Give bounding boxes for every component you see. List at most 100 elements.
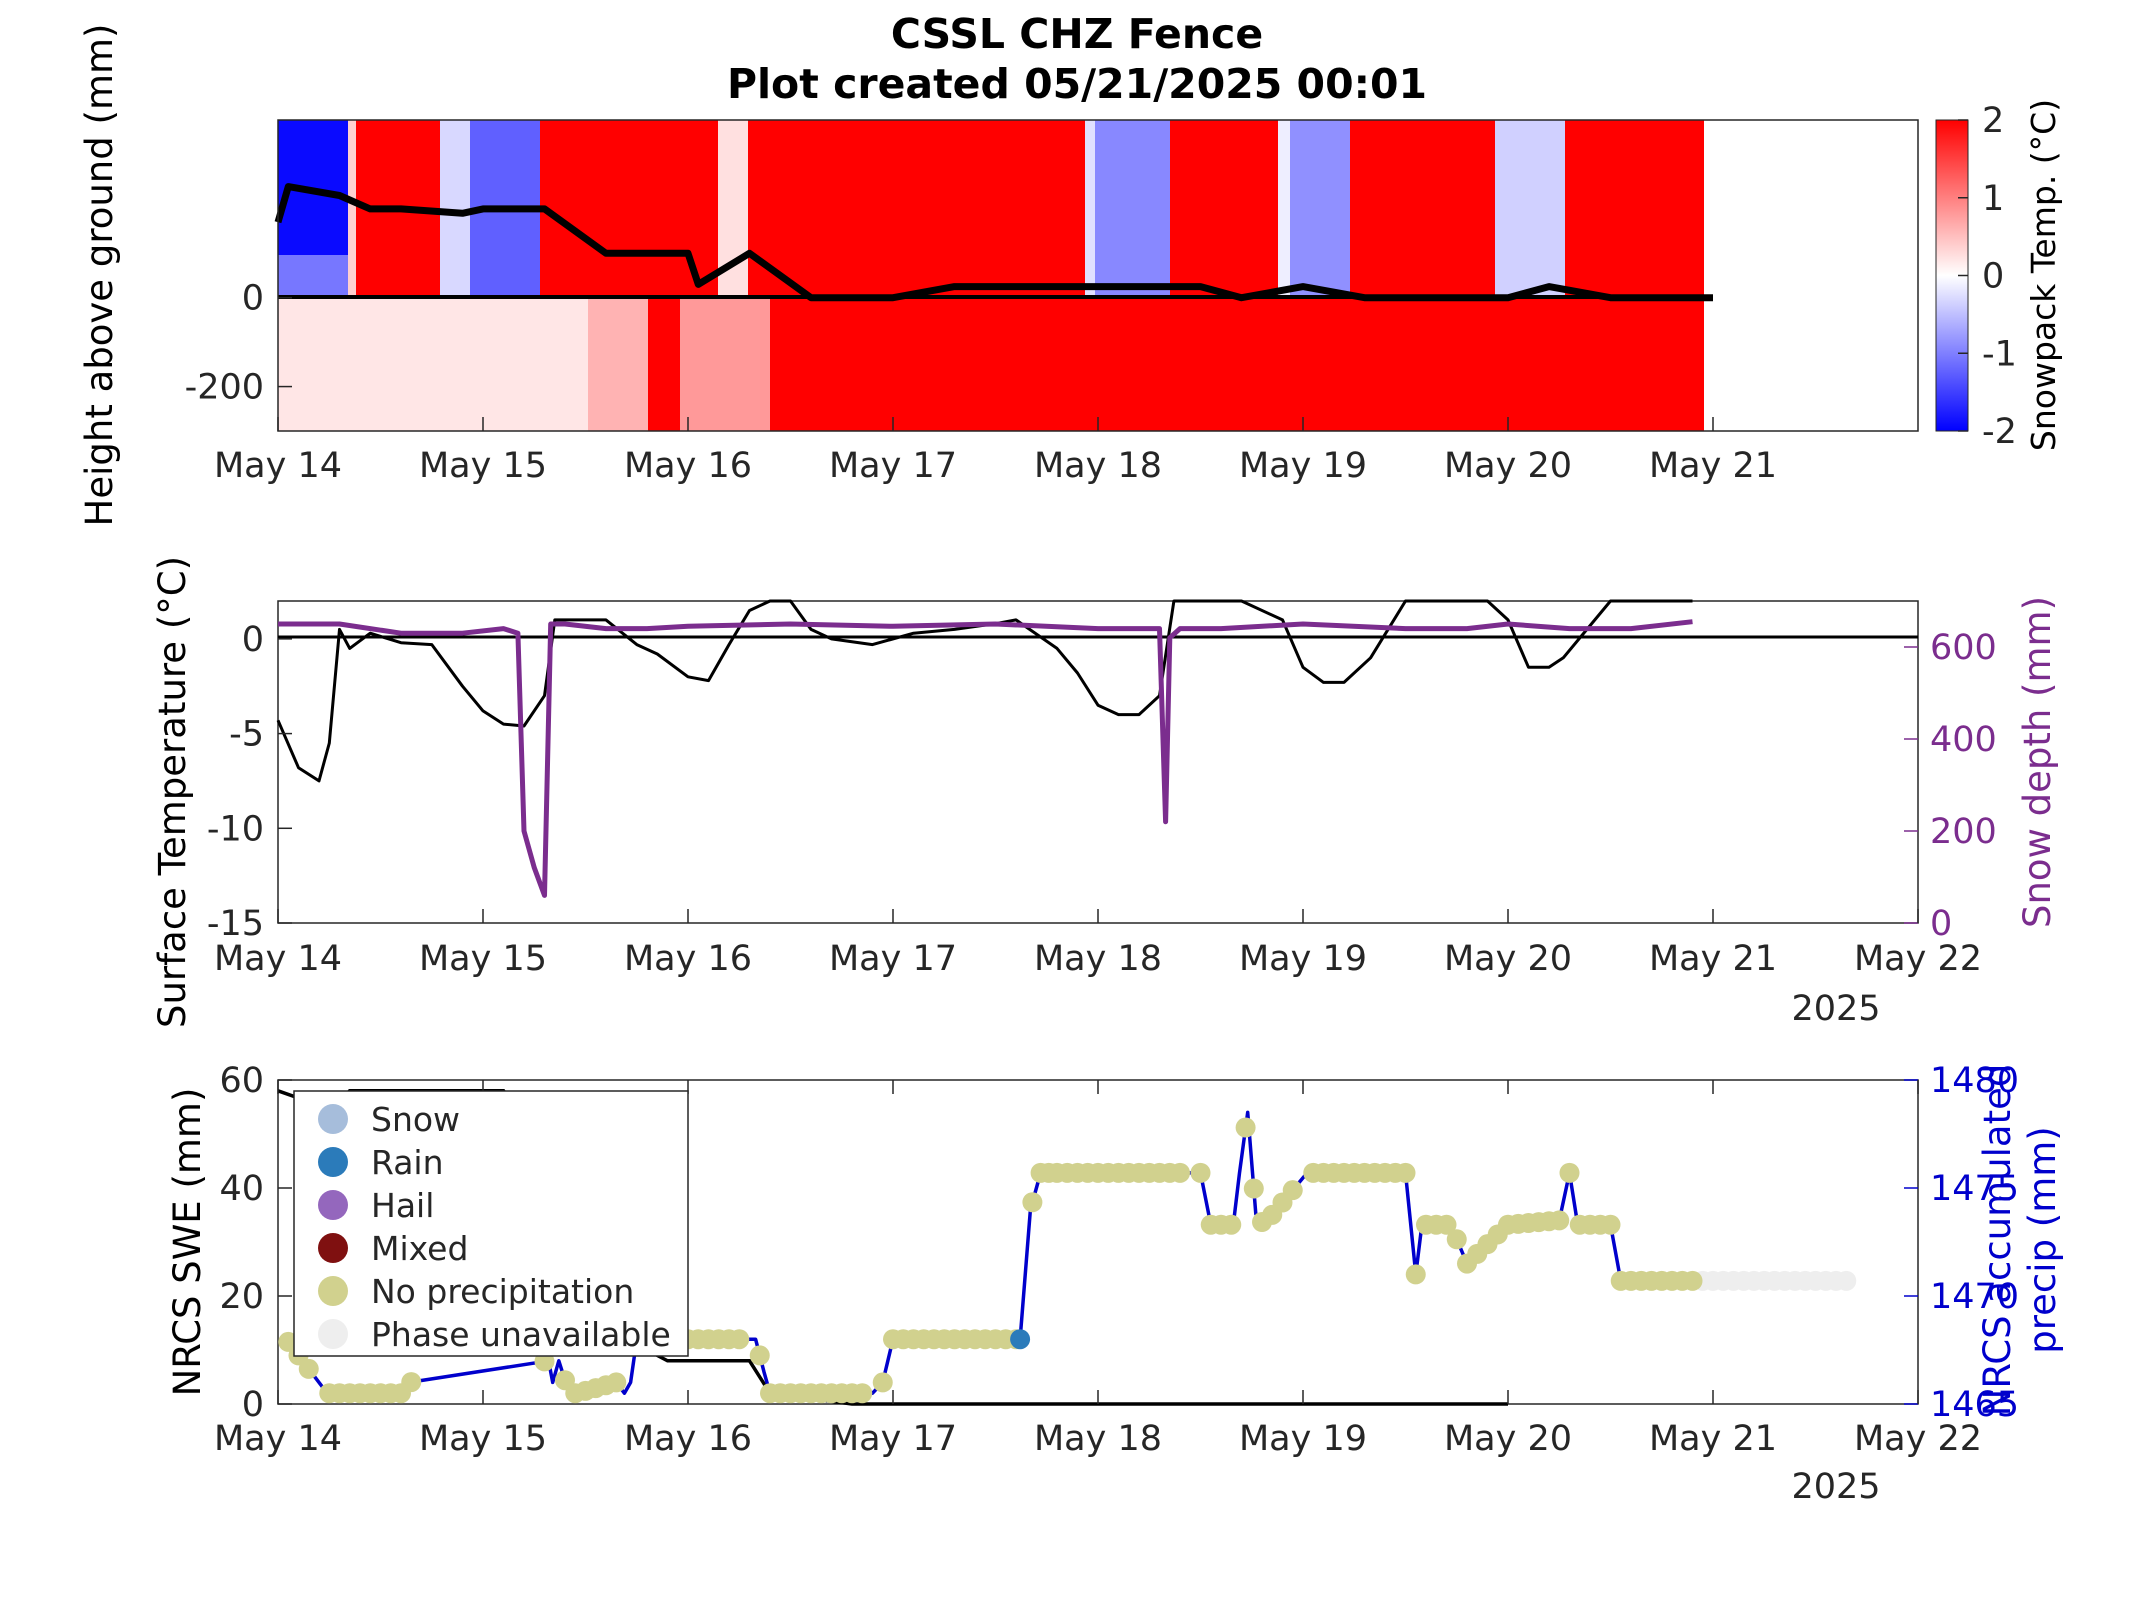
panel1-x-ticks: May 14 May 15 May 16 May 17 May 18 May 19 May … [214, 417, 1777, 486]
heatmap-pale-band-may14 [348, 120, 356, 297]
panel2-x-tick-label: May 19 [1239, 939, 1367, 979]
heatmap-cold-band-may18-edge [1085, 120, 1095, 297]
panel2-right-y-tick-label: 600 [1930, 628, 1997, 668]
snow-depth-line [278, 619, 1693, 898]
no-precip-marker [1600, 1214, 1621, 1235]
panel3-x-tick-label: May 19 [1239, 1419, 1367, 1459]
panel-snowpack-temp: 0-200 May 14 May 15 May 16 May 17 May 18 May … [78, 24, 2063, 527]
panel2-x-tick-label: May 15 [419, 939, 547, 979]
panel1-x-tick-label: May 18 [1034, 446, 1162, 486]
panel1-x-tick-label: May 21 [1649, 446, 1777, 486]
figure-title: CSSL CHZ Fence [891, 10, 1263, 58]
panel3-x-tick-label: May 14 [214, 1419, 342, 1459]
heatmap-belowground-fade [588, 297, 648, 431]
panel2-x-tick-label: May 14 [214, 939, 342, 979]
panel3-right-y-tick-label: 1465 [1930, 1385, 2019, 1425]
panel2-x-tick-label: May 20 [1444, 939, 1572, 979]
panel3-y-ticks: 60 40 20 0 [219, 1061, 292, 1425]
no-precip-marker [1170, 1162, 1190, 1183]
heatmap-empty-after-data [1704, 120, 1918, 431]
panel3-x-tick-label: May 15 [419, 1419, 547, 1459]
panel2-y-tick-label: 0 [242, 620, 264, 660]
panel2-series [276, 599, 1693, 898]
panel3-y-label: NRCS SWE (mm) [166, 1088, 209, 1397]
no-precip-marker [729, 1329, 750, 1350]
colorbar-ticks: -2 -1 0 1 2 [1958, 101, 2017, 452]
panel2-right-y-label: Snow depth (mm) [2016, 596, 2059, 928]
no-precip-marker [606, 1372, 627, 1393]
legend-hail-label: Hail [371, 1186, 434, 1225]
heatmap-cold-band-may20 [1495, 120, 1565, 297]
panel2-y-tick-label: -5 [229, 715, 264, 755]
panel1-x-tick-label: May 16 [624, 446, 752, 486]
panel2-year-label: 2025 [1791, 989, 1880, 1029]
panel1-x-tick-label: May 19 [1239, 446, 1367, 486]
panel1-y-label: Height above ground (mm) [78, 24, 121, 527]
legend-rain-marker [318, 1147, 348, 1177]
heatmap-belowground-pale [278, 297, 588, 431]
phase-unavailable-marker [1836, 1270, 1857, 1291]
colorbar-tick-label: -2 [1982, 412, 2017, 452]
heatmap-cold-band-may18 [1095, 120, 1170, 297]
legend-snow-marker [318, 1104, 348, 1134]
panel1-y-ticks: 0 -200 [185, 279, 292, 408]
legend-unavailable-label: Phase unavailable [371, 1315, 671, 1354]
panel1-x-tick-label: May 14 [214, 446, 342, 486]
no-precip-marker [749, 1345, 770, 1366]
colorbar-tick-label: 1 [1982, 179, 2004, 219]
panel3-y-tick-label: 60 [219, 1061, 264, 1101]
no-precip-marker [298, 1358, 319, 1379]
heatmap-cold-band-may15a [440, 120, 470, 297]
no-precip-marker [1282, 1180, 1303, 1201]
panel2-right-y-tick-label: 0 [1930, 904, 1952, 944]
no-precip-marker [1235, 1117, 1256, 1138]
legend-hail-marker [318, 1190, 348, 1220]
panel3-right-y-ticks: 1480 1475 1470 1465 [1904, 1061, 2019, 1425]
legend-snow-label: Snow [371, 1100, 460, 1139]
panel3-x-tick-label: May 16 [624, 1419, 752, 1459]
no-precip-marker [401, 1372, 422, 1393]
no-precip-marker [1022, 1192, 1043, 1213]
heatmap-belowground-band-may16 [680, 297, 770, 431]
no-precip-marker [1243, 1178, 1264, 1199]
heatmap-cold-band-may14-low [278, 255, 348, 297]
no-precip-marker [872, 1372, 893, 1393]
panel2-x-tick-label: May 16 [624, 939, 752, 979]
surface-temp-line [276, 599, 1693, 783]
rain-marker [1010, 1329, 1031, 1350]
panel1-x-tick-label: May 15 [419, 446, 547, 486]
no-precip-marker [1559, 1162, 1580, 1183]
legend-rain-label: Rain [371, 1143, 444, 1182]
figure-subtitle: Plot created 05/21/2025 00:01 [727, 60, 1427, 108]
no-precip-marker [1436, 1214, 1457, 1235]
panel3-y-tick-label: 20 [219, 1277, 264, 1317]
panel1-y-tick-label: 0 [242, 279, 264, 319]
panel2-x-tick-label: May 17 [829, 939, 957, 979]
colorbar-tick-label: 2 [1982, 101, 2004, 141]
panel2-y-label: Surface Temperature (°C) [151, 556, 194, 1028]
panel3-x-tick-label: May 20 [1444, 1419, 1572, 1459]
panel3-y-tick-label: 0 [242, 1385, 264, 1425]
legend-no-precip-marker [318, 1276, 348, 1306]
legend-no-precip-label: No precipitation [371, 1272, 634, 1311]
panel2-x-tick-label: May 21 [1649, 939, 1777, 979]
heatmap-field [278, 120, 1918, 431]
panel3-x-tick-label: May 17 [829, 1419, 957, 1459]
no-precip-marker [1446, 1229, 1467, 1250]
panel3-x-tick-label: May 18 [1034, 1419, 1162, 1459]
panel3-x-ticks: May 14 May 15 May 16 May 17 May 18 May 19 May … [214, 1080, 1982, 1459]
panel3-right-y-label-line2: precip (mm) [2021, 1126, 2064, 1353]
panel1-x-tick-label: May 17 [829, 446, 957, 486]
panel3-x-tick-label: May 22 [1854, 1419, 1982, 1459]
panel3-year-label: 2025 [1791, 1467, 1880, 1507]
legend-mixed-label: Mixed [371, 1229, 468, 1268]
panel2-right-y-tick-label: 200 [1930, 812, 1997, 852]
panel3-right-y-tick-label: 1475 [1930, 1169, 2019, 1209]
panel2-right-y-tick-label: 400 [1930, 720, 1997, 760]
panel3-y-tick-label: 40 [219, 1169, 264, 1209]
panel2-y-ticks: 0 -5 -10 -15 [207, 620, 292, 944]
panel3-right-y-tick-label: 1480 [1930, 1061, 2019, 1101]
